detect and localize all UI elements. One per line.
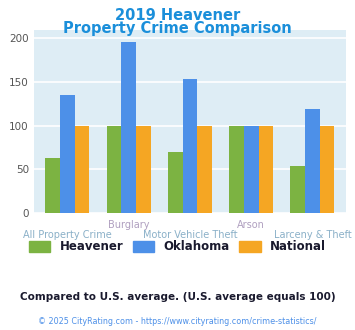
Bar: [75, 126, 89, 213]
Text: All Property Crime: All Property Crime: [23, 230, 112, 240]
Bar: [45, 158, 60, 213]
Text: Burglary: Burglary: [108, 220, 149, 230]
Legend: Heavener, Oklahoma, National: Heavener, Oklahoma, National: [24, 236, 331, 258]
Text: Property Crime Comparison: Property Crime Comparison: [63, 21, 292, 36]
Bar: [106, 126, 121, 213]
Text: Compared to U.S. average. (U.S. average equals 100): Compared to U.S. average. (U.S. average …: [20, 292, 335, 302]
Text: Arson: Arson: [237, 220, 265, 230]
Text: Motor Vehicle Theft: Motor Vehicle Theft: [143, 230, 237, 240]
Bar: [60, 95, 75, 213]
Bar: [136, 126, 151, 213]
Bar: [320, 126, 334, 213]
Text: 2019 Heavener: 2019 Heavener: [115, 8, 240, 23]
Bar: [229, 126, 244, 213]
Bar: [305, 109, 320, 213]
Text: © 2025 CityRating.com - https://www.cityrating.com/crime-statistics/: © 2025 CityRating.com - https://www.city…: [38, 317, 317, 326]
Bar: [197, 126, 212, 213]
Bar: [244, 126, 258, 213]
Bar: [258, 126, 273, 213]
Bar: [182, 80, 197, 213]
Text: Larceny & Theft: Larceny & Theft: [274, 230, 351, 240]
Bar: [121, 42, 136, 213]
Bar: [168, 152, 182, 213]
Bar: [290, 166, 305, 213]
